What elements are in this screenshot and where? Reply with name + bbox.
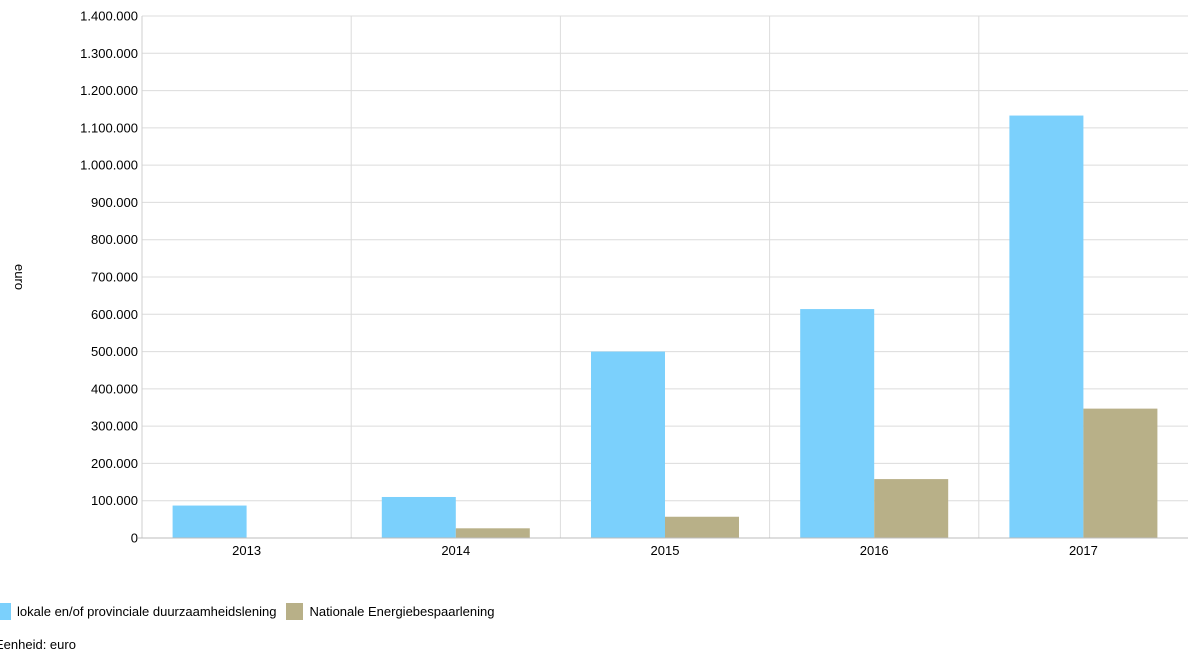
y-tick-labels: 0 100.000 200.000 300.000 400.000 500.000 600.…	[80, 9, 138, 546]
y-tick-label: 600.000	[91, 307, 138, 322]
bar-lokale-2017[interactable]	[1009, 115, 1084, 538]
bar-lokale-2016[interactable]	[800, 309, 875, 538]
y-tick-label: 400.000	[91, 381, 138, 396]
gridlines	[142, 15, 1188, 538]
y-tick-label: 0	[131, 531, 138, 546]
y-tick-label: 1.100.000	[80, 120, 138, 135]
bars	[172, 115, 1158, 538]
bar-nationale-2014[interactable]	[455, 528, 530, 538]
bar-nationale-2016[interactable]	[874, 479, 949, 538]
y-tick-label: 900.000	[91, 195, 138, 210]
legend-label-nationale: Nationale Energiebespaarlening	[309, 604, 495, 619]
y-tick-label: 300.000	[91, 419, 138, 434]
x-tick-labels: 2013 2014 2015 2016 2017	[232, 543, 1098, 558]
bar-lokale-2014[interactable]	[381, 496, 456, 538]
x-tick-label: 2013	[232, 543, 261, 558]
legend-label-lokale: lokale en/of provinciale duurzaamheidsle…	[17, 604, 277, 619]
y-tick-label: 800.000	[91, 232, 138, 247]
y-tick-label: 1.400.000	[80, 9, 138, 24]
x-tick-label: 2015	[651, 543, 680, 558]
legend-item-nationale[interactable]: Nationale Energiebespaarlening	[286, 603, 494, 620]
y-tick-label: 1.200.000	[80, 83, 138, 98]
bar-lokale-2013[interactable]	[172, 505, 247, 538]
bar-lokale-2015[interactable]	[591, 351, 665, 538]
x-tick-label: 2017	[1069, 543, 1098, 558]
unit-note: Eenheid: euro	[0, 637, 76, 652]
x-tick-label: 2014	[441, 543, 470, 558]
y-tick-label: 200.000	[91, 456, 138, 471]
y-tick-label: 1.000.000	[80, 158, 138, 173]
y-tick-label: 700.000	[91, 270, 138, 285]
bar-nationale-2017[interactable]	[1083, 408, 1158, 538]
bar-nationale-2015[interactable]	[665, 516, 739, 538]
y-tick-label: 500.000	[91, 344, 138, 359]
y-axis-label: euro	[12, 264, 27, 290]
y-tick-label: 100.000	[91, 493, 138, 508]
axes	[138, 16, 1188, 539]
legend-swatch-lokale	[0, 603, 11, 620]
legend-swatch-nationale	[286, 603, 304, 620]
legend-item-lokale[interactable]: lokale en/of provinciale duurzaamheidsle…	[0, 603, 276, 620]
y-tick-label: 1.300.000	[80, 46, 138, 61]
bar-chart: 0 100.000 200.000 300.000 400.000 500.000 600.…	[12, 9, 1188, 558]
legend: lokale en/of provinciale duurzaamheidsle…	[0, 603, 504, 620]
x-tick-label: 2016	[860, 543, 889, 558]
